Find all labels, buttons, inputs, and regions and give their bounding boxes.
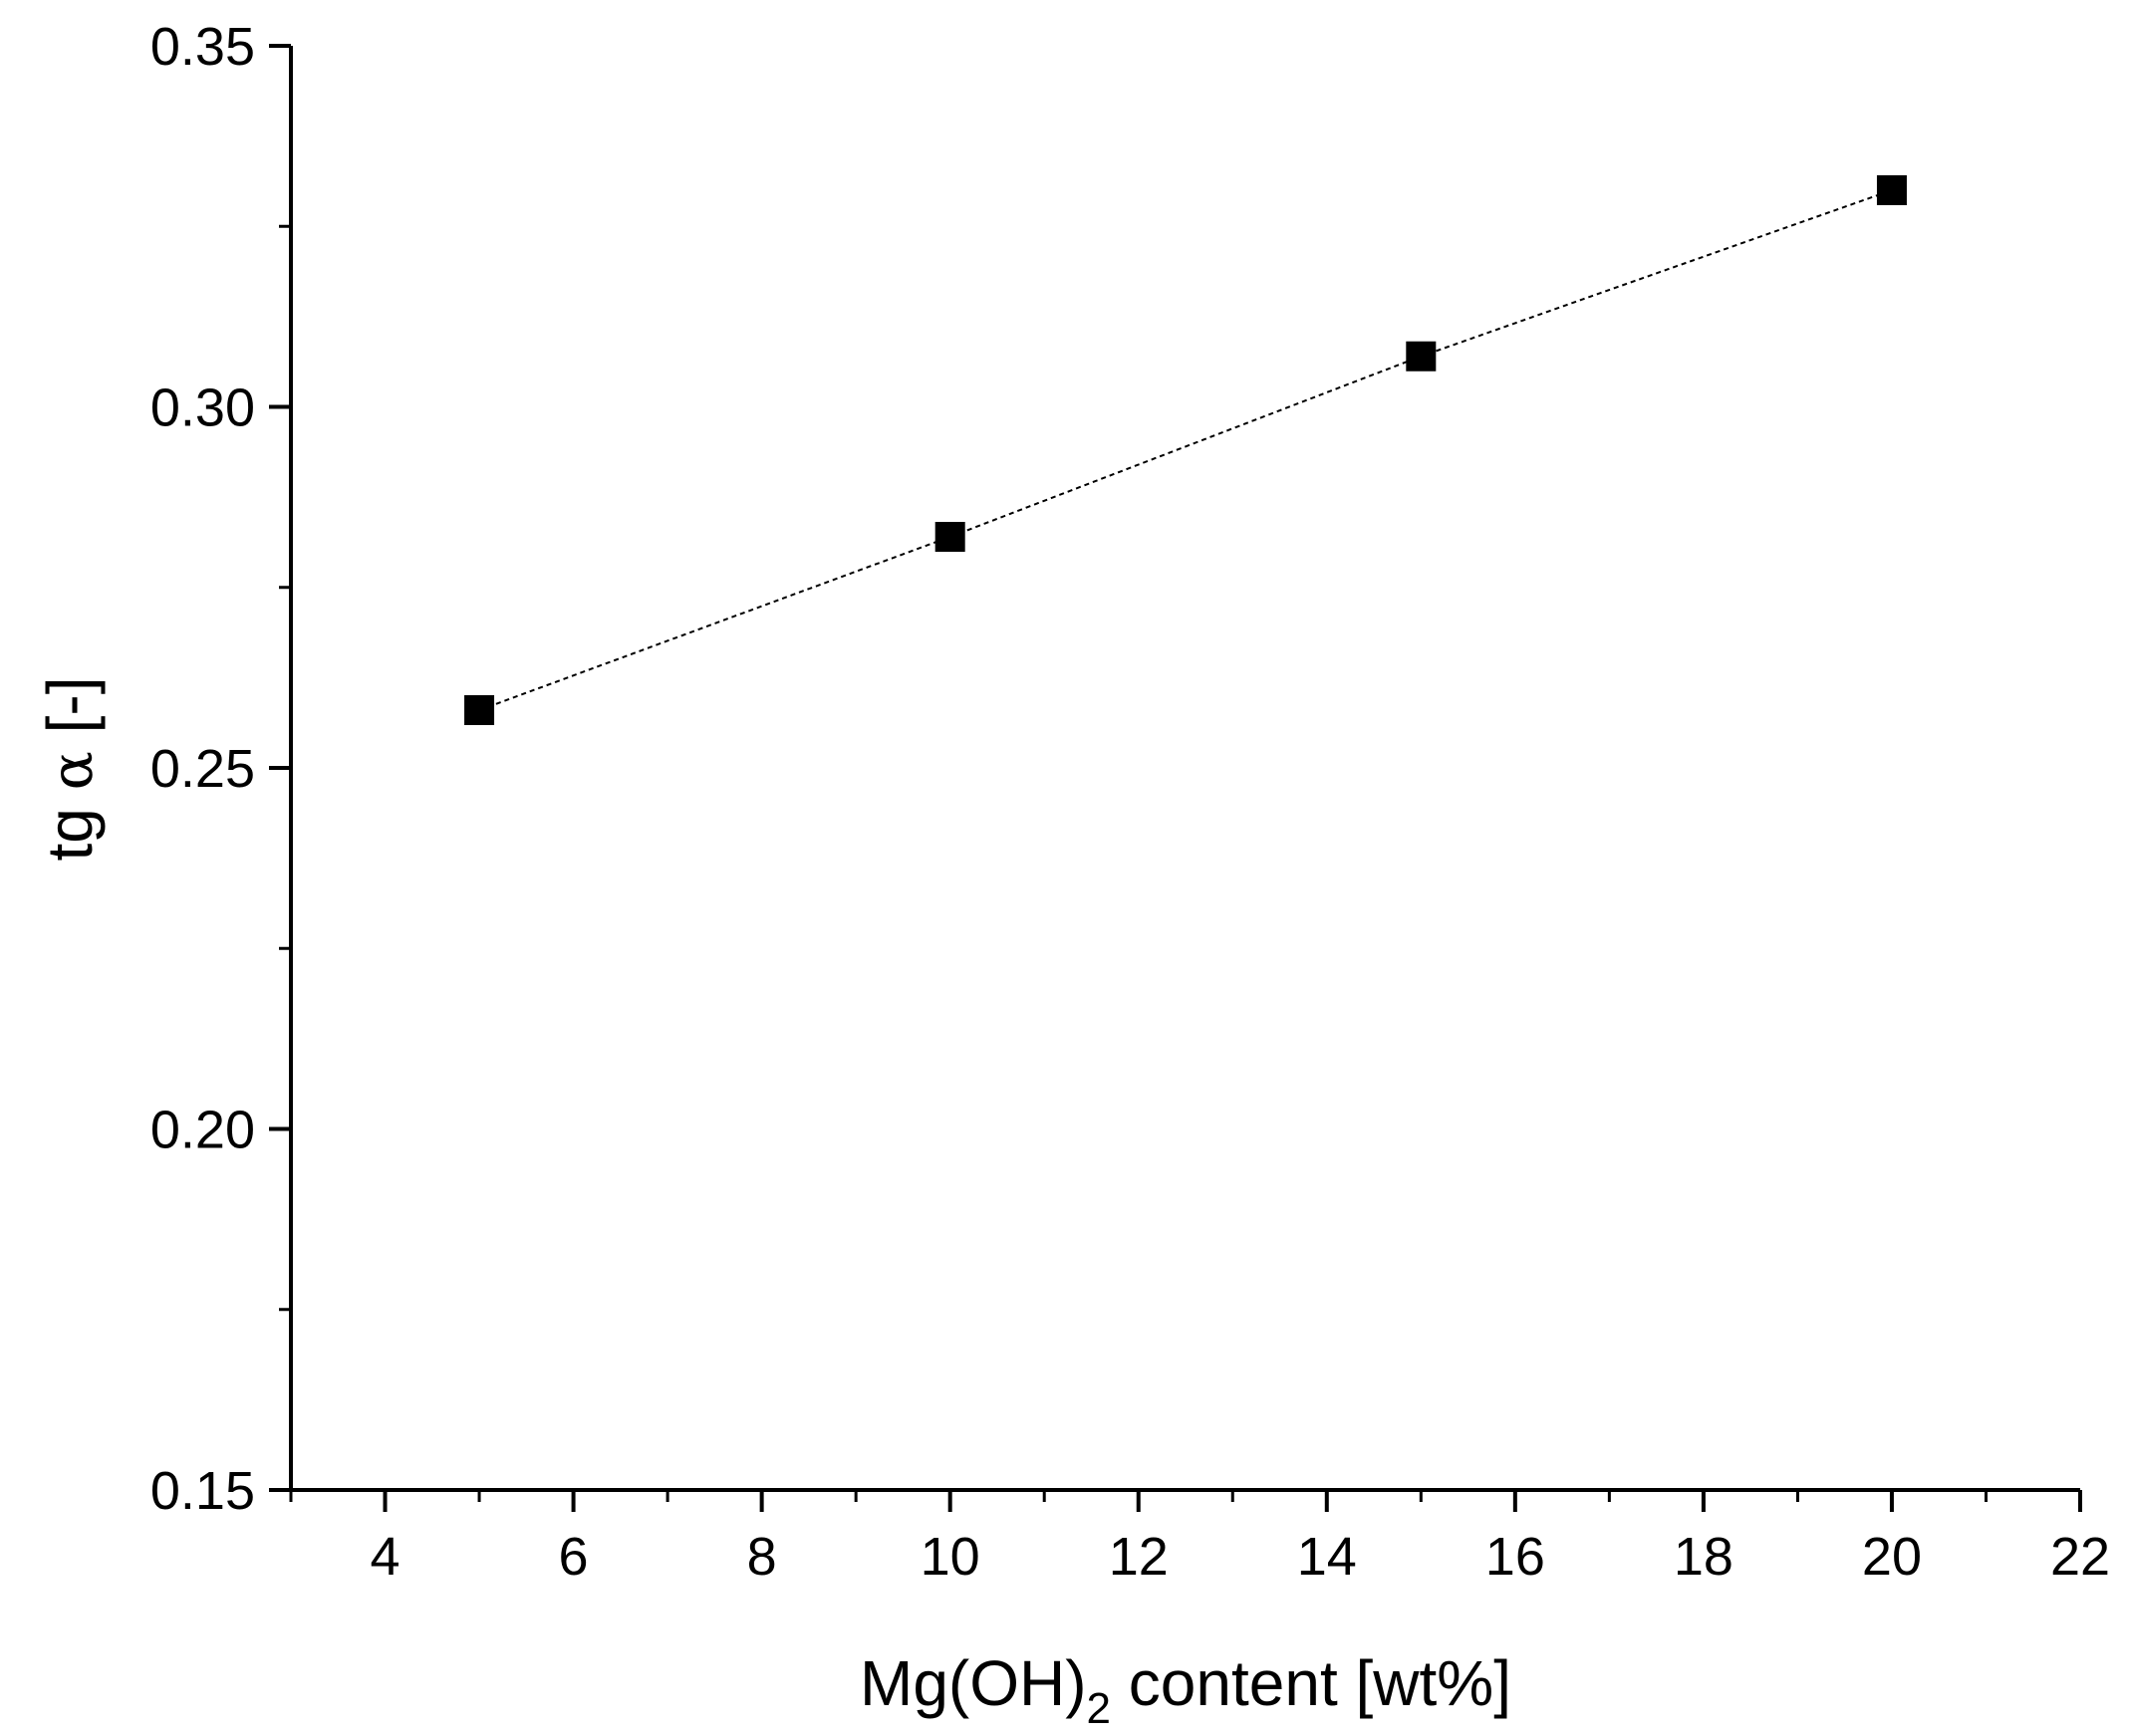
y-axis-title: tg α [-] — [34, 677, 106, 862]
data-point-marker — [1876, 175, 1907, 205]
data-point-marker — [934, 522, 965, 552]
x-tick-label: 22 — [2050, 1527, 2110, 1587]
x-tick-label: 18 — [1674, 1527, 1733, 1587]
series-line — [478, 189, 1893, 711]
x-axis-title: Mg(OH)2 content [wt%] — [860, 1647, 1511, 1733]
series-layer — [464, 175, 1907, 725]
x-tick-label: 4 — [371, 1527, 400, 1587]
y-tick-label: 0.35 — [150, 17, 255, 77]
x-tick-label: 12 — [1109, 1527, 1169, 1587]
major-ticks — [269, 44, 2082, 1512]
y-axis-title-main: tg — [34, 790, 106, 861]
y-tick-labels: 0.15 0.20 0.25 0.30 0.35 — [150, 17, 255, 1521]
y-tick-label: 0.15 — [150, 1461, 255, 1521]
data-point-marker — [1406, 341, 1437, 372]
x-tick-label: 16 — [1485, 1527, 1545, 1587]
y-axis-title-suffix: [-] — [34, 677, 106, 752]
y-axis-title-symbol: α — [38, 751, 106, 790]
x-tick-label: 20 — [1862, 1527, 1922, 1587]
y-tick-label: 0.20 — [150, 1101, 255, 1160]
x-tick-label: 10 — [921, 1527, 980, 1587]
x-tick-label: 6 — [559, 1527, 589, 1587]
x-axis-title-suffix: content [wt%] — [1111, 1647, 1511, 1719]
x-tick-label: 8 — [747, 1527, 777, 1587]
minor-ticks — [279, 224, 1988, 1502]
data-point-marker — [464, 695, 495, 725]
x-axis-title-main: Mg(OH) — [860, 1647, 1087, 1719]
y-tick-label: 0.30 — [150, 378, 255, 438]
x-tick-label: 14 — [1297, 1527, 1357, 1587]
x-axis-title-subscript: 2 — [1087, 1684, 1111, 1733]
x-tick-labels: 4 6 8 10 12 14 16 18 20 22 — [371, 1527, 2111, 1587]
y-tick-label: 0.25 — [150, 739, 255, 799]
